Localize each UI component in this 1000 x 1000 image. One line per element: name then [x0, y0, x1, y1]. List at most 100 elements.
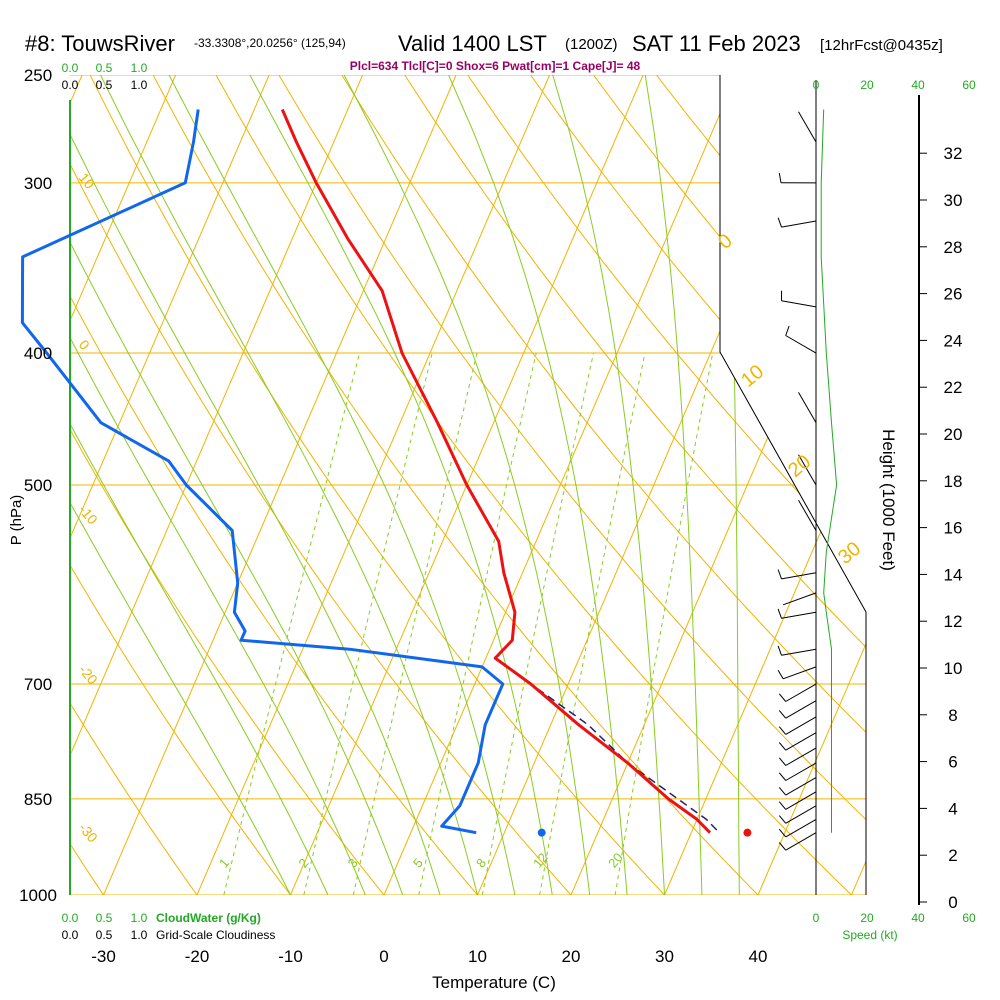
mixing-ratio-label: 8 — [473, 855, 489, 870]
isotherm-label: -10 — [76, 502, 101, 528]
isotherm-line — [70, 75, 270, 895]
forecast-label: [12hrFcst@0435z] — [820, 37, 943, 54]
moist-adiabat-line — [552, 75, 665, 895]
wind-barb-flag — [778, 787, 787, 796]
temperature-tick-label: 10 — [468, 947, 487, 966]
wind-barb — [798, 454, 817, 486]
plot-frame — [69, 75, 867, 895]
mixing-ratio-line — [614, 352, 714, 895]
cloud-water-scale-label: 0.5 — [96, 61, 113, 75]
wind-speed-tick-label: 60 — [962, 911, 976, 925]
isotherm-label: -30 — [76, 820, 101, 846]
height-tick-label: 6 — [948, 753, 957, 772]
temperature-tick-label: 0 — [379, 947, 388, 966]
dry-adiabat-line — [70, 75, 291, 895]
wind-barb — [781, 648, 817, 656]
pressure-tick-label: 500 — [24, 476, 52, 495]
mixing-ratio-line — [481, 352, 594, 895]
wind-barb-flag — [777, 669, 784, 680]
isotherm-line — [70, 75, 177, 895]
mixing-ratio-line — [418, 352, 537, 895]
wind-speed-tick-label: 0 — [813, 78, 820, 92]
height-tick-label: 4 — [948, 799, 957, 818]
isotherm-label: 0 — [76, 337, 93, 353]
wind-barb — [785, 791, 817, 810]
wind-barb-flag — [778, 693, 787, 702]
wind-barb-flag — [777, 569, 782, 580]
moist-adiabats — [70, 75, 740, 895]
cloudiness-legend: Grid-Scale Cloudiness — [156, 928, 275, 942]
wind-speed-tick-label: 60 — [962, 78, 976, 92]
mixing-ratio-line — [303, 352, 433, 895]
moist-adiabat-line — [70, 75, 291, 895]
station-title: #8: TouwsRiver — [25, 31, 175, 56]
pressure-tick-label: 300 — [24, 174, 52, 193]
dry-adiabat-line — [152, 75, 759, 895]
temperature-tick-label: 30 — [655, 947, 674, 966]
dry-adiabat-line — [70, 75, 198, 895]
cloudiness-scale-label: 0.0 — [62, 78, 79, 92]
wind-speed-tick-label: 40 — [911, 911, 925, 925]
pressure-axis-title: P (hPa) — [8, 495, 25, 546]
wind-barb-flag — [777, 645, 782, 656]
moist-adiabat-line — [448, 75, 628, 895]
wind-barb — [785, 805, 817, 824]
wind-barb — [785, 335, 817, 354]
wind-barb — [785, 777, 817, 796]
wind-barb — [798, 499, 817, 531]
moist-adiabat-line — [100, 75, 478, 895]
pressure-tick-label: 400 — [24, 344, 52, 363]
pressure-tick-label: 250 — [24, 66, 52, 85]
wind-barb-flag — [778, 726, 787, 735]
wind-barb-flag — [778, 172, 782, 183]
mixing-ratio-line — [223, 352, 361, 895]
wind-barb — [781, 300, 817, 308]
wind-barb-flag — [778, 742, 787, 751]
dry-adiabat-line — [89, 75, 665, 895]
wind-barb-flag — [778, 828, 787, 838]
isotherm-line — [851, 75, 866, 895]
wind-barb — [785, 683, 817, 702]
cloud-water-scale-label: 1.0 — [131, 61, 148, 75]
cloud-water-scale-label: 0.5 — [96, 911, 113, 925]
wind-speed-tick-label: 0 — [813, 911, 820, 925]
dry-adiabat-line — [0, 75, 10, 895]
wind-barb — [785, 818, 817, 838]
wind-barb — [785, 716, 817, 735]
wind-barb-flag — [778, 801, 787, 810]
height-tick-label: 12 — [944, 612, 963, 631]
wind-barb — [782, 592, 817, 606]
temperature-axis-title: Temperature (C) — [432, 973, 556, 992]
valid-time: Valid 1400 LST — [398, 31, 547, 56]
plot-boundary — [719, 75, 867, 895]
mixing-ratio-label: 2 — [295, 855, 311, 870]
wind-speed-profile-line — [820, 109, 838, 833]
cloud-water-legend: CloudWater (g/Kg) — [156, 911, 261, 925]
moist-adiabat-line — [644, 75, 703, 895]
wind-barb-flag — [785, 325, 790, 336]
axes: 1 2 3 5 8 12 20100-10-20-300102030024681012141… — [8, 61, 976, 992]
height-tick-label: 30 — [944, 191, 963, 210]
theta-label: 10 — [737, 361, 768, 392]
temperature-line — [280, 108, 712, 834]
wind-barb-flag — [778, 772, 787, 781]
pressure-tick-label: 850 — [24, 790, 52, 809]
dewpoint-line — [20, 109, 505, 835]
moist-adiabat-line — [249, 75, 553, 895]
wind-speed-axis-title: Speed (kt) — [842, 928, 897, 942]
isotherm-line — [383, 75, 738, 895]
height-tick-label: 14 — [944, 565, 963, 584]
height-tick-label: 22 — [944, 378, 963, 397]
dry-adiabat-line — [215, 75, 852, 895]
mixing-ratio-lines — [223, 352, 714, 895]
temperature-tick-label: -30 — [91, 947, 116, 966]
cloudiness-scale-label: 1.0 — [131, 78, 148, 92]
dry-adiabat-line — [467, 75, 866, 895]
wind-barb-flag — [778, 710, 787, 719]
wind-barb — [785, 832, 817, 851]
height-tick-label: 10 — [944, 659, 963, 678]
moist-adiabat-line — [70, 75, 441, 895]
height-tick-label: 0 — [948, 893, 957, 912]
height-tick-label: 28 — [944, 238, 963, 257]
